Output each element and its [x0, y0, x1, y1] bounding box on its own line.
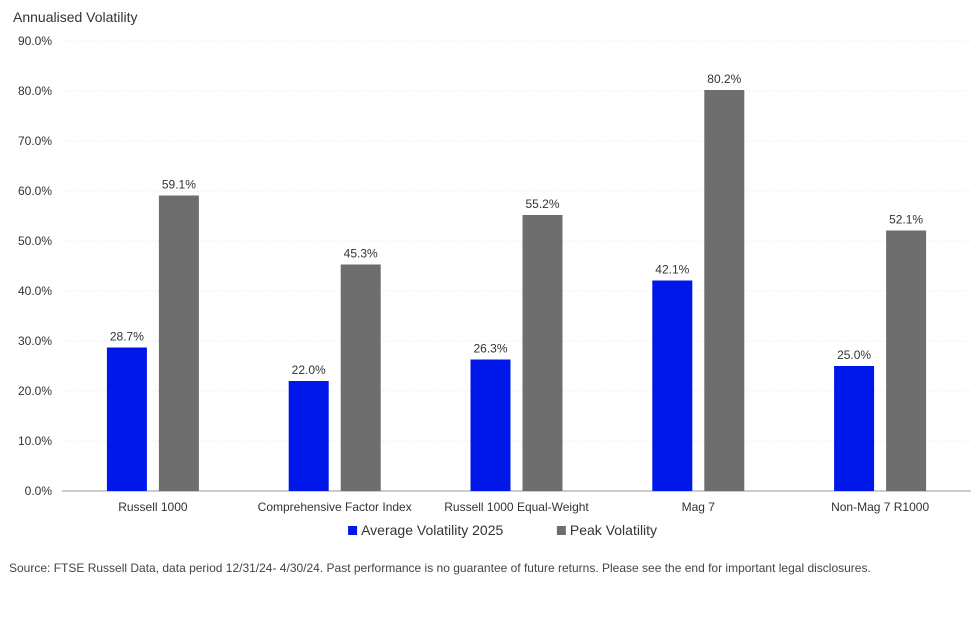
y-tick-label: 90.0%	[18, 34, 52, 48]
bar	[522, 215, 563, 491]
legend: Average Volatility 2025 Peak Volatility	[348, 522, 657, 538]
y-tick-label: 70.0%	[18, 134, 52, 148]
source-note: Source: FTSE Russell Data, data period 1…	[9, 561, 871, 575]
bar	[886, 230, 927, 491]
y-tick-label: 10.0%	[18, 434, 52, 448]
legend-label: Peak Volatility	[570, 522, 657, 538]
bar	[704, 90, 745, 491]
y-tick-label: 20.0%	[18, 384, 52, 398]
bar	[106, 347, 147, 491]
y-axis-ticks: 0.0% 10.0% 20.0% 30.0% 40.0% 50.0% 60.0% 70.0% 8…	[18, 34, 52, 498]
bar	[652, 280, 693, 491]
data-label: 55.2%	[525, 197, 559, 211]
x-tick-label: Russell 1000 Equal-Weight	[444, 500, 589, 514]
bar	[158, 195, 199, 491]
data-label: 42.1%	[655, 263, 689, 277]
bars	[106, 90, 927, 491]
data-label: 25.0%	[837, 348, 871, 362]
data-labels: 28.7% 59.1% 22.0% 45.3% 26.3% 55.2% 42.1% 80.2%…	[110, 72, 924, 377]
data-label: 26.3%	[473, 342, 507, 356]
legend-swatch	[348, 526, 358, 535]
legend-swatch	[556, 526, 566, 535]
legend-label: Average Volatility 2025	[361, 522, 503, 538]
gridlines	[62, 40, 971, 492]
y-tick-label: 50.0%	[18, 234, 52, 248]
chart-title: Annualised Volatility	[13, 9, 138, 25]
y-tick-label: 80.0%	[18, 84, 52, 98]
y-tick-label: 40.0%	[18, 284, 52, 298]
data-label: 22.0%	[292, 363, 326, 377]
bar	[834, 366, 875, 491]
data-label: 80.2%	[707, 72, 741, 86]
data-label: 28.7%	[110, 330, 144, 344]
data-label: 52.1%	[889, 213, 923, 227]
y-tick-label: 30.0%	[18, 334, 52, 348]
x-axis-ticks: Russell 1000 Comprehensive Factor Index Ru…	[118, 500, 929, 514]
x-tick-label: Russell 1000	[118, 500, 188, 514]
y-tick-label: 60.0%	[18, 184, 52, 198]
bar	[470, 359, 511, 491]
bar	[340, 264, 381, 491]
data-label: 45.3%	[344, 247, 378, 261]
y-tick-label: 0.0%	[25, 484, 53, 498]
x-tick-label: Comprehensive Factor Index	[258, 500, 412, 514]
x-tick-label: Mag 7	[682, 500, 716, 514]
bar	[288, 381, 329, 491]
x-tick-label: Non-Mag 7 R1000	[831, 500, 929, 514]
data-label: 59.1%	[162, 178, 196, 192]
